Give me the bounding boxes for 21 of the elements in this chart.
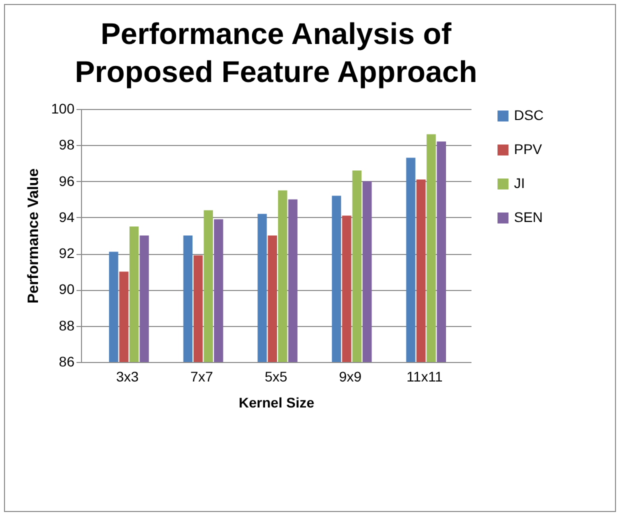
y-tick-label: 92: [58, 245, 75, 262]
x-tick-label: 7x7: [190, 368, 214, 384]
legend-label: DSC: [514, 107, 544, 123]
y-tick-label: 96: [58, 172, 75, 189]
y-tick-label: 98: [58, 136, 75, 153]
text: Performance Analysis of: [100, 18, 452, 51]
y-axis-title: Performance Value: [25, 168, 42, 304]
x-tick-label: 11x11: [406, 368, 443, 384]
y-tick-label: 94: [58, 208, 75, 225]
y-tick-label: 86: [58, 354, 75, 370]
y-tick-label: 90: [58, 281, 75, 298]
legend-label: JI: [514, 175, 525, 191]
x-tick-label: 5x5: [264, 368, 288, 384]
legend-label: SEN: [514, 209, 543, 225]
y-tick-label: 88: [58, 317, 75, 334]
text: Proposed Feature Approach: [74, 56, 478, 89]
y-tick-label: 100: [51, 100, 75, 116]
x-axis-title: Kernel Size: [238, 394, 314, 410]
x-tick-label: 3x3: [116, 368, 139, 384]
x-tick-label: 9x9: [338, 368, 362, 384]
legend-label: PPV: [514, 141, 543, 157]
